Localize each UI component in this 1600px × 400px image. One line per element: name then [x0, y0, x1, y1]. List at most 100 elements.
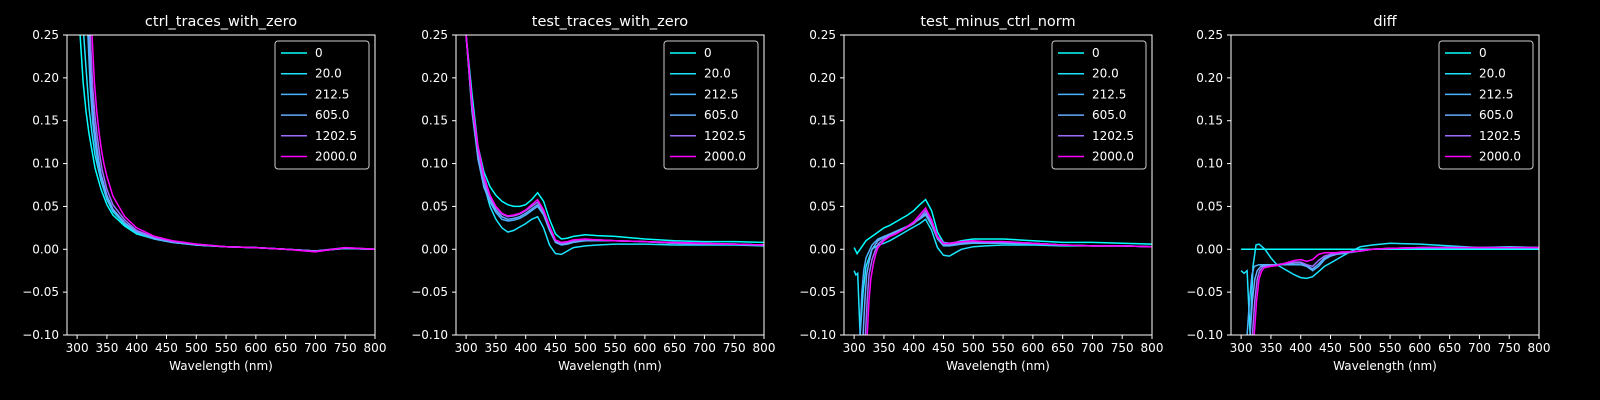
y-tick-label: 0.00 [421, 242, 448, 256]
chart-panel: 300 350 400 450 500 550 600 650 700 750 800 0.25 0.2… [22, 14, 386, 373]
y-tick-label: 0.20 [32, 71, 59, 85]
legend-label: 0 [1479, 46, 1487, 60]
y-tick-label: 0.10 [1196, 157, 1223, 171]
chart-panel: 300 350 400 450 500 550 600 650 700 750 800 0.25 0.2… [411, 14, 775, 373]
x-tick-label: 600 [633, 341, 656, 355]
series-group [79, 35, 375, 253]
y-tick-label: 0.10 [809, 157, 836, 171]
series-line [859, 213, 1152, 335]
y-tick-label: 0.10 [421, 157, 448, 171]
x-tick-label: 350 [872, 341, 895, 355]
legend-label: 2000.0 [704, 150, 746, 164]
y-tick-label: 0.00 [809, 242, 836, 256]
x-tick-label: 300 [455, 341, 478, 355]
x-tick-label: 450 [544, 341, 567, 355]
x-tick-label: 650 [1438, 341, 1461, 355]
axes-frame [455, 34, 765, 336]
series-line [465, 35, 764, 256]
x-tick-label: 700 [1081, 341, 1104, 355]
legend-label: 20.0 [704, 67, 731, 81]
legend-label: 0 [1092, 46, 1100, 60]
chart-title: diff [1373, 14, 1397, 30]
x-tick-label: 550 [215, 341, 238, 355]
y-tick-label: 0.05 [1196, 199, 1223, 213]
legend-label: 605.0 [315, 108, 349, 122]
legend-label: 0 [704, 46, 712, 60]
y-tick-label: 0.15 [32, 114, 59, 128]
x-tick-label: 550 [1379, 341, 1402, 355]
x-tick-label: 400 [514, 341, 537, 355]
legend-label: 20.0 [1092, 67, 1119, 81]
legend: 0 20.0 212.5 605.0 1202.5 2000.0 [1051, 40, 1147, 170]
series-group [465, 35, 764, 256]
x-tick-label: 800 [1528, 341, 1551, 355]
x-tick-label: 300 [66, 341, 89, 355]
y-tick-label: 0.20 [1196, 71, 1223, 85]
legend-label: 20.0 [1479, 67, 1506, 81]
x-tick-label: 400 [125, 341, 148, 355]
y-tick-label: −0.10 [22, 328, 59, 342]
y-tick-label: 0.05 [421, 199, 448, 213]
legend: 0 20.0 212.5 605.0 1202.5 2000.0 [274, 40, 370, 170]
y-tick-label: −0.05 [411, 285, 448, 299]
x-tick-label: 600 [1021, 341, 1044, 355]
legend-label: 2000.0 [1479, 150, 1521, 164]
x-tick-label: 800 [753, 341, 776, 355]
x-tick-label: 400 [1289, 341, 1312, 355]
legend-label: 2000.0 [1092, 150, 1134, 164]
x-tick-label: 650 [274, 341, 297, 355]
chart-panel: 300 350 400 450 500 550 600 650 700 750 800 0.25 0.2… [799, 14, 1163, 373]
x-tick-label: 550 [604, 341, 627, 355]
x-axis-label: Wavelength (nm) [169, 359, 273, 373]
x-tick-label: 450 [932, 341, 955, 355]
x-tick-label: 500 [1349, 341, 1372, 355]
legend: 0 20.0 212.5 605.0 1202.5 2000.0 [663, 40, 759, 170]
x-axis-label: Wavelength (nm) [946, 359, 1050, 373]
x-tick-label: 300 [1230, 341, 1253, 355]
series-group [853, 198, 1152, 335]
x-tick-label: 500 [962, 341, 985, 355]
series-line [1253, 246, 1539, 335]
legend-label: 212.5 [704, 87, 738, 101]
x-tick-label: 700 [693, 341, 716, 355]
x-tick-label: 350 [95, 341, 118, 355]
y-tick-label: 0.25 [421, 28, 448, 42]
chart-panel: 300 350 400 450 500 550 600 650 700 750 800 0.25 0.2… [1186, 14, 1550, 373]
legend-label: 212.5 [315, 87, 349, 101]
x-tick-label: 800 [364, 341, 387, 355]
y-tick-label: −0.05 [22, 285, 59, 299]
y-tick-label: −0.10 [1186, 328, 1223, 342]
y-tick-label: −0.10 [411, 328, 448, 342]
x-axis-label: Wavelength (nm) [558, 359, 662, 373]
x-axis-label: Wavelength (nm) [1333, 359, 1437, 373]
series-group [1240, 242, 1539, 335]
y-tick-label: −0.05 [1186, 285, 1223, 299]
y-tick-label: 0.25 [32, 28, 59, 42]
y-tick-label: 0.25 [809, 28, 836, 42]
y-tick-label: 0.20 [809, 71, 836, 85]
series-line [866, 206, 1152, 335]
axes-frame [66, 34, 376, 336]
chart-title: test_minus_ctrl_norm [920, 14, 1075, 30]
series-line [853, 198, 1152, 256]
axes-frame [843, 34, 1153, 336]
y-tick-label: 0.15 [1196, 114, 1223, 128]
x-tick-label: 600 [1408, 341, 1431, 355]
series-line [853, 218, 1152, 335]
x-tick-label: 750 [334, 341, 357, 355]
x-tick-label: 450 [155, 341, 178, 355]
y-tick-label: 0.20 [421, 71, 448, 85]
x-tick-label: 700 [304, 341, 327, 355]
x-tick-label: 400 [902, 341, 925, 355]
y-tick-label: 0.00 [32, 242, 59, 256]
y-tick-label: 0.10 [32, 157, 59, 171]
legend: 0 20.0 212.5 605.0 1202.5 2000.0 [1438, 40, 1534, 170]
legend-label: 0 [315, 46, 323, 60]
x-tick-label: 750 [1498, 341, 1521, 355]
legend-label: 605.0 [704, 108, 738, 122]
legend-label: 20.0 [315, 67, 342, 81]
x-tick-label: 500 [185, 341, 208, 355]
legend-label: 605.0 [1479, 108, 1513, 122]
axes-frame [1230, 34, 1540, 336]
y-tick-label: −0.05 [799, 285, 836, 299]
